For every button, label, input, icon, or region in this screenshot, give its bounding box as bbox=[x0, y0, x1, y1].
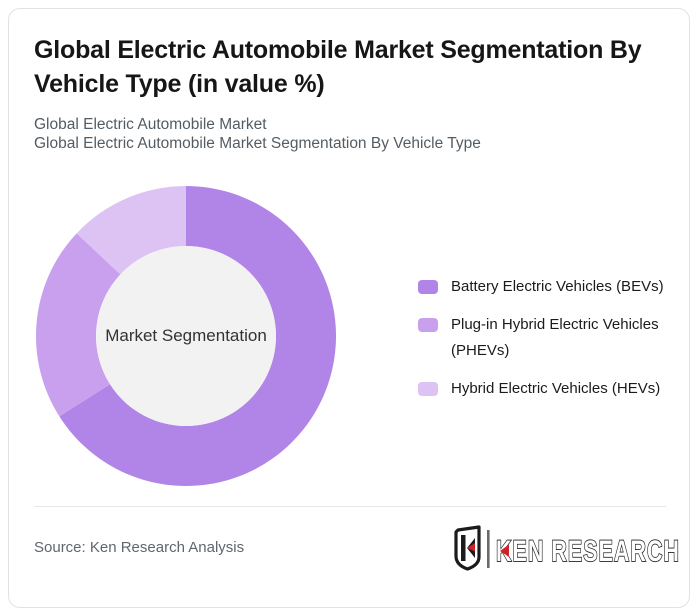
ken-research-logo: KEN RESEARCH bbox=[454, 525, 680, 571]
donut-hole bbox=[96, 246, 276, 426]
legend-item-hevs[interactable]: Hybrid Electric Vehicles (HEVs) bbox=[418, 376, 686, 402]
donut-chart-svg bbox=[36, 186, 336, 486]
logo-divider bbox=[487, 530, 490, 568]
chart-subtitle: Global Electric Automobile Market Global… bbox=[34, 115, 674, 153]
svg-text:KEN RESEARCH: KEN RESEARCH bbox=[496, 535, 680, 568]
legend-label-hevs: Hybrid Electric Vehicles (HEVs) bbox=[451, 380, 661, 397]
footer-divider bbox=[34, 506, 666, 507]
donut-slice-1[interactable] bbox=[36, 233, 121, 417]
legend-item-bevs[interactable]: Battery Electric Vehicles (BEVs) bbox=[418, 274, 686, 300]
subtitle-line-1: Global Electric Automobile Market bbox=[34, 116, 267, 133]
ken-research-wordmark: KEN RESEARCH bbox=[495, 534, 680, 569]
donut-slice-0[interactable] bbox=[59, 186, 336, 486]
legend-item-phevs[interactable]: Plug-in Hybrid Electric Vehicles (PHEVs) bbox=[418, 312, 686, 364]
donut-slice-2[interactable] bbox=[76, 186, 186, 275]
source-note: Source: Ken Research Analysis bbox=[34, 539, 245, 556]
chart-legend: Battery Electric Vehicles (BEVs) Plug-in… bbox=[418, 274, 686, 402]
legend-label-phevs: Plug-in Hybrid Electric Vehicles (PHEVs) bbox=[451, 316, 659, 359]
legend-label-bevs: Battery Electric Vehicles (BEVs) bbox=[451, 278, 664, 295]
logo-k-red-accent bbox=[500, 544, 509, 557]
donut-chart: Market Segmentation Battery Electric Veh… bbox=[9, 186, 691, 506]
page-title: Global Electric Automobile Market Segmen… bbox=[34, 36, 642, 98]
subtitle-line-2: Global Electric Automobile Market Segmen… bbox=[34, 135, 481, 152]
legend-swatch-bevs bbox=[418, 280, 438, 294]
legend-swatch-phevs bbox=[418, 318, 438, 332]
legend-swatch-hevs bbox=[418, 382, 438, 396]
chart-card: Global Electric Automobile Market Segmen… bbox=[8, 8, 690, 608]
ken-research-shield-icon bbox=[454, 525, 481, 571]
